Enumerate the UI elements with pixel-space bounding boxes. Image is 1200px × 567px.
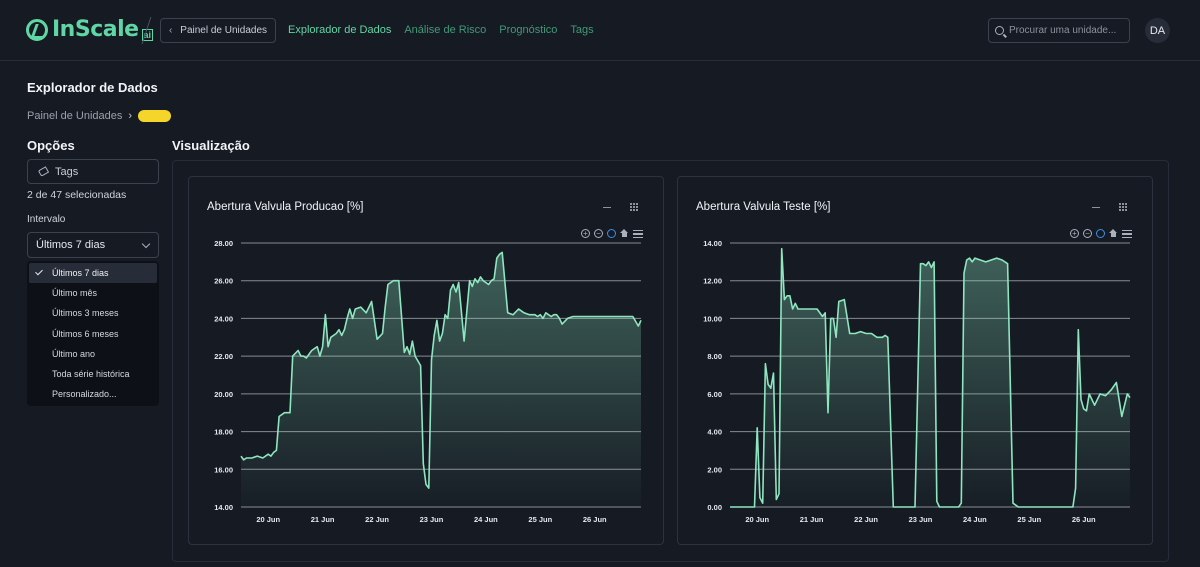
x-tick-label: 25 Jun (528, 515, 552, 524)
redacted-unit-name (138, 110, 172, 122)
zoom-select-icon[interactable] (607, 229, 616, 238)
x-tick-label: 26 Jun (583, 515, 607, 524)
y-tick-label: 26.00 (214, 277, 233, 286)
x-tick-label: 23 Jun (909, 515, 933, 524)
nav-link-analise-risco[interactable]: Análise de Risco (404, 24, 487, 36)
chart-title: Abertura Valvula Producao [%] (207, 201, 364, 213)
unit-search-input[interactable] (1009, 25, 1124, 36)
logo-text: InScale (52, 17, 139, 42)
menu-icon[interactable] (633, 229, 643, 238)
home-reset-icon[interactable] (620, 229, 629, 238)
x-tick-label: 24 Jun (963, 515, 987, 524)
y-tick-label: 0.00 (707, 503, 722, 512)
x-tick-label: 24 Jun (474, 515, 498, 524)
drag-handle-icon[interactable] (630, 203, 638, 211)
tag-icon (37, 166, 50, 177)
back-to-units-button[interactable]: ‹ Painel de Unidades (160, 18, 276, 43)
zoom-select-icon[interactable] (1096, 229, 1105, 238)
x-tick-label: 26 Jun (1072, 515, 1096, 524)
y-tick-label: 10.00 (703, 314, 722, 323)
y-tick-label: 14.00 (703, 239, 722, 248)
interval-option[interactable]: Último ano (52, 348, 96, 359)
series-line (730, 247, 1131, 508)
logo-icon (26, 18, 48, 41)
tags-button-label: Tags (55, 165, 79, 178)
interval-option[interactable]: Últimos 6 meses (52, 328, 119, 339)
chart-plot: 14.00 16.00 18.00 20.00 22.00 24.00 26.00 28.00… (214, 239, 642, 524)
check-icon (35, 267, 43, 276)
tags-button[interactable]: Tags (27, 159, 159, 184)
x-tick-label: 21 Jun (800, 515, 824, 524)
breadcrumb: Painel de Unidades › (27, 110, 172, 122)
nav-link-prognostico[interactable]: Prognóstico (499, 24, 558, 36)
visualization-title: Visualização (172, 138, 250, 153)
interval-option[interactable]: Personalizado... (52, 389, 117, 400)
y-tick-label: 8.00 (707, 352, 722, 361)
chevron-left-icon: ‹ (168, 25, 173, 36)
interval-option[interactable]: Últimos 3 meses (52, 308, 119, 319)
chart-card-teste: Abertura Valvula Teste [%] + − 0.00 2.00 4… (677, 176, 1153, 545)
series-line (240, 251, 642, 489)
y-tick-label: 18.00 (214, 428, 233, 437)
zoom-out-icon[interactable]: − (594, 229, 603, 238)
x-tick-label: 25 Jun (1017, 515, 1041, 524)
user-avatar[interactable]: DA (1145, 18, 1170, 43)
nav-link-explorador[interactable]: Explorador de Dados (288, 24, 392, 36)
interval-option[interactable]: Últimos 7 dias (29, 263, 157, 284)
x-tick-label: 20 Jun (256, 515, 280, 524)
x-tick-label: 20 Jun (745, 515, 769, 524)
x-tick-label: 23 Jun (420, 515, 444, 524)
x-tick-label: 22 Jun (365, 515, 389, 524)
x-tick-label: 21 Jun (311, 515, 335, 524)
y-tick-label: 6.00 (707, 390, 722, 399)
minimize-icon[interactable] (1092, 207, 1100, 208)
interval-label: Intervalo (27, 214, 66, 225)
back-button-label: Painel de Unidades (180, 25, 268, 36)
home-reset-icon[interactable] (1109, 229, 1118, 238)
minimize-icon[interactable] (603, 207, 611, 208)
unit-search[interactable] (988, 18, 1130, 43)
menu-icon[interactable] (1122, 229, 1132, 238)
zoom-in-icon[interactable]: + (1070, 229, 1079, 238)
y-tick-label: 4.00 (707, 428, 722, 437)
chart-title: Abertura Valvula Teste [%] (696, 201, 831, 213)
top-navbar: InScale ai ‹ Painel de Unidades Explorad… (0, 0, 1200, 61)
nav-link-tags[interactable]: Tags (570, 24, 594, 36)
interval-value: Últimos 7 dias (36, 239, 106, 251)
interval-option[interactable]: Último mês (52, 288, 98, 299)
visualization-panel (172, 160, 1169, 562)
y-tick-label: 28.00 (214, 239, 233, 248)
zoom-in-icon[interactable]: + (581, 229, 590, 238)
nav-links: Explorador de Dados Análise de Risco Pro… (288, 24, 594, 36)
breadcrumb-units-link[interactable]: Painel de Unidades (27, 110, 123, 122)
interval-dropdown: Últimos 7 dias Último mês Últimos 3 mese… (27, 261, 159, 406)
selection-count: 2 de 47 selecionadas (27, 189, 127, 201)
y-tick-label: 2.00 (707, 465, 722, 474)
chart-toolbar: + − (1070, 229, 1132, 238)
y-tick-label: 24.00 (214, 314, 233, 323)
series-area (730, 248, 1130, 507)
page-title: Explorador de Dados (27, 80, 158, 95)
chart-card-producao: Abertura Valvula Producao [%] + − 14.00 1… (188, 176, 664, 545)
chevron-right-icon: › (128, 110, 133, 122)
y-tick-label: 12.00 (703, 277, 722, 286)
x-tick-label: 22 Jun (854, 515, 878, 524)
chevron-down-icon (141, 239, 151, 248)
search-icon (995, 26, 1004, 35)
y-tick-label: 20.00 (214, 390, 233, 399)
y-tick-label: 22.00 (214, 352, 233, 361)
interval-select[interactable]: Últimos 7 dias (27, 232, 159, 258)
chart-plot: 0.00 2.00 4.00 6.00 8.00 10.00 12.00 14.00 20 Ju… (703, 239, 1131, 524)
y-tick-label: 14.00 (214, 503, 233, 512)
zoom-out-icon[interactable]: − (1083, 229, 1092, 238)
interval-option[interactable]: Toda série histórica (52, 369, 130, 380)
series-area (241, 252, 641, 507)
inscale-logo[interactable]: InScale ai (26, 17, 154, 42)
y-tick-label: 16.00 (214, 465, 233, 474)
chart-toolbar: + − (581, 229, 643, 238)
drag-handle-icon[interactable] (1119, 203, 1127, 211)
options-title: Opções (27, 138, 75, 153)
